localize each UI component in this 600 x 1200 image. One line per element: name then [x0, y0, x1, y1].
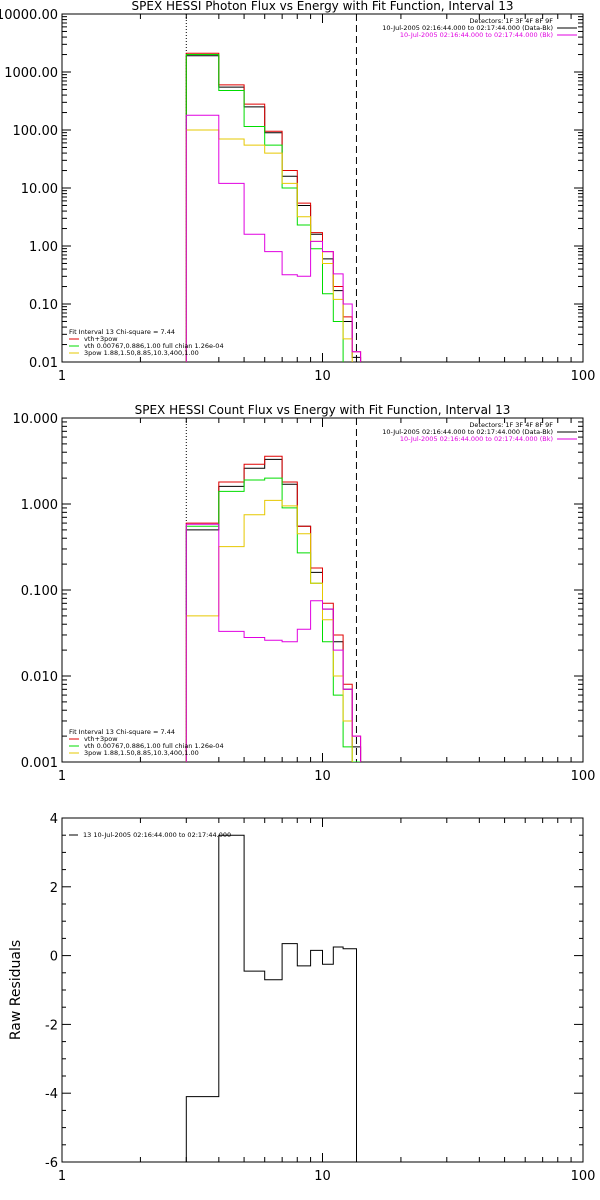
series-group [185, 52, 362, 362]
y-tick-label: 10.00 [21, 182, 58, 197]
data-series-0 [185, 458, 362, 762]
panel-title: SPEX HESSI Photon Flux vs Energy with Fi… [132, 0, 514, 13]
y-tick-label: 4 [50, 812, 58, 827]
panel-3: 1 10 100 4 2 0 -2 -4 -6 Raw Residuals 13 10-Jul-20… [8, 812, 595, 1184]
legend-entry: vth 0.00767,0.886,1.00 full chian 1.26e-… [84, 342, 224, 350]
y-tick-label: 0.001 [21, 756, 58, 771]
panel-1: SPEX HESSI Photon Flux vs Energy with Fi… [0, 0, 596, 384]
x-tick-label: 10 [314, 1169, 331, 1184]
series-group [185, 455, 362, 762]
data-series-4 [185, 523, 362, 762]
legend-entry: Fit Interval 13 Chi-square = 7.44 [69, 328, 175, 336]
y-tick-label: -2 [45, 1018, 58, 1033]
x-tick-label: 10 [314, 769, 331, 784]
data-series-3 [185, 129, 362, 362]
legend-entry: Fit Interval 13 Chi-square = 7.44 [69, 728, 175, 736]
x-tick-label: 100 [571, 769, 596, 784]
header-line: 10-Jul-2005 02:16:44.000 to 02:17:44.000… [400, 435, 553, 443]
legend-entry: 3pow 1.88,1.50,8.85,10.3,400,1.00 [84, 349, 199, 357]
y-tick-label: 0.010 [21, 670, 58, 685]
header-line: Detectors: 1F 3F 4F 8F 9F [469, 421, 553, 429]
plot-frame [61, 13, 584, 363]
y-tick-label: 0.10 [29, 298, 58, 313]
y-tick-label: 0.01 [29, 356, 58, 371]
data-series-4 [185, 114, 362, 362]
data-series-1 [185, 455, 362, 762]
y-tick-label: 10000.00 [0, 8, 58, 23]
legend-entry: 3pow 1.88,1.50,8.85,10.3,400,1.00 [84, 749, 199, 757]
x-tick-label: 1 [58, 769, 66, 784]
x-tick-label: 100 [571, 369, 596, 384]
header-line: Detectors: 1F 3F 4F 8F 9F [469, 17, 553, 25]
y-tick-label: 1.000 [21, 498, 58, 513]
y-tick-label: -4 [45, 1087, 58, 1102]
legend-entry: vth+3pow [84, 735, 118, 743]
data-series-1 [185, 52, 362, 362]
legend-entry: vth+3pow [84, 335, 118, 343]
data-series-2 [185, 477, 361, 762]
y-tick-label: 0.100 [21, 584, 58, 599]
panel-2: SPEX HESSI Count Flux vs Energy with Fit… [13, 403, 596, 784]
data-series-2 [185, 54, 362, 362]
data-series-3 [185, 499, 362, 762]
legend-entry: vth 0.00767,0.886,1.00 full chian 1.26e-… [84, 742, 224, 750]
header-line: 10-Jul-2005 02:16:44.000 to 02:17:44.000… [382, 24, 553, 32]
y-tick-label: 0 [50, 950, 58, 965]
x-tick-label: 1 [58, 369, 66, 384]
y-tick-label: 100.00 [13, 124, 59, 139]
y-tick-label: -6 [45, 1156, 58, 1171]
y-tick-label: 1.00 [29, 240, 58, 255]
y-tick-label: 2 [50, 881, 58, 896]
x-tick-label: 100 [571, 1169, 596, 1184]
panel-title: SPEX HESSI Count Flux vs Energy with Fit… [135, 403, 511, 417]
x-tick-label: 1 [58, 1169, 66, 1184]
legend-entry: 13 10-Jul-2005 02:16:44.000 to 02:17:44.… [83, 831, 231, 839]
y-axis-label: Raw Residuals [8, 940, 24, 1040]
data-series-0 [185, 55, 362, 362]
y-tick-label: 10.000 [13, 412, 59, 427]
y-tick-label: 1000.00 [4, 66, 58, 81]
header-line: 10-Jul-2005 02:16:44.000 to 02:17:44.000… [382, 428, 553, 436]
series-group [185, 834, 357, 1162]
data-series-0 [185, 834, 357, 1162]
header-line: 10-Jul-2005 02:16:44.000 to 02:17:44.000… [400, 31, 553, 39]
plot-frame [61, 817, 584, 1163]
x-tick-label: 10 [314, 369, 331, 384]
